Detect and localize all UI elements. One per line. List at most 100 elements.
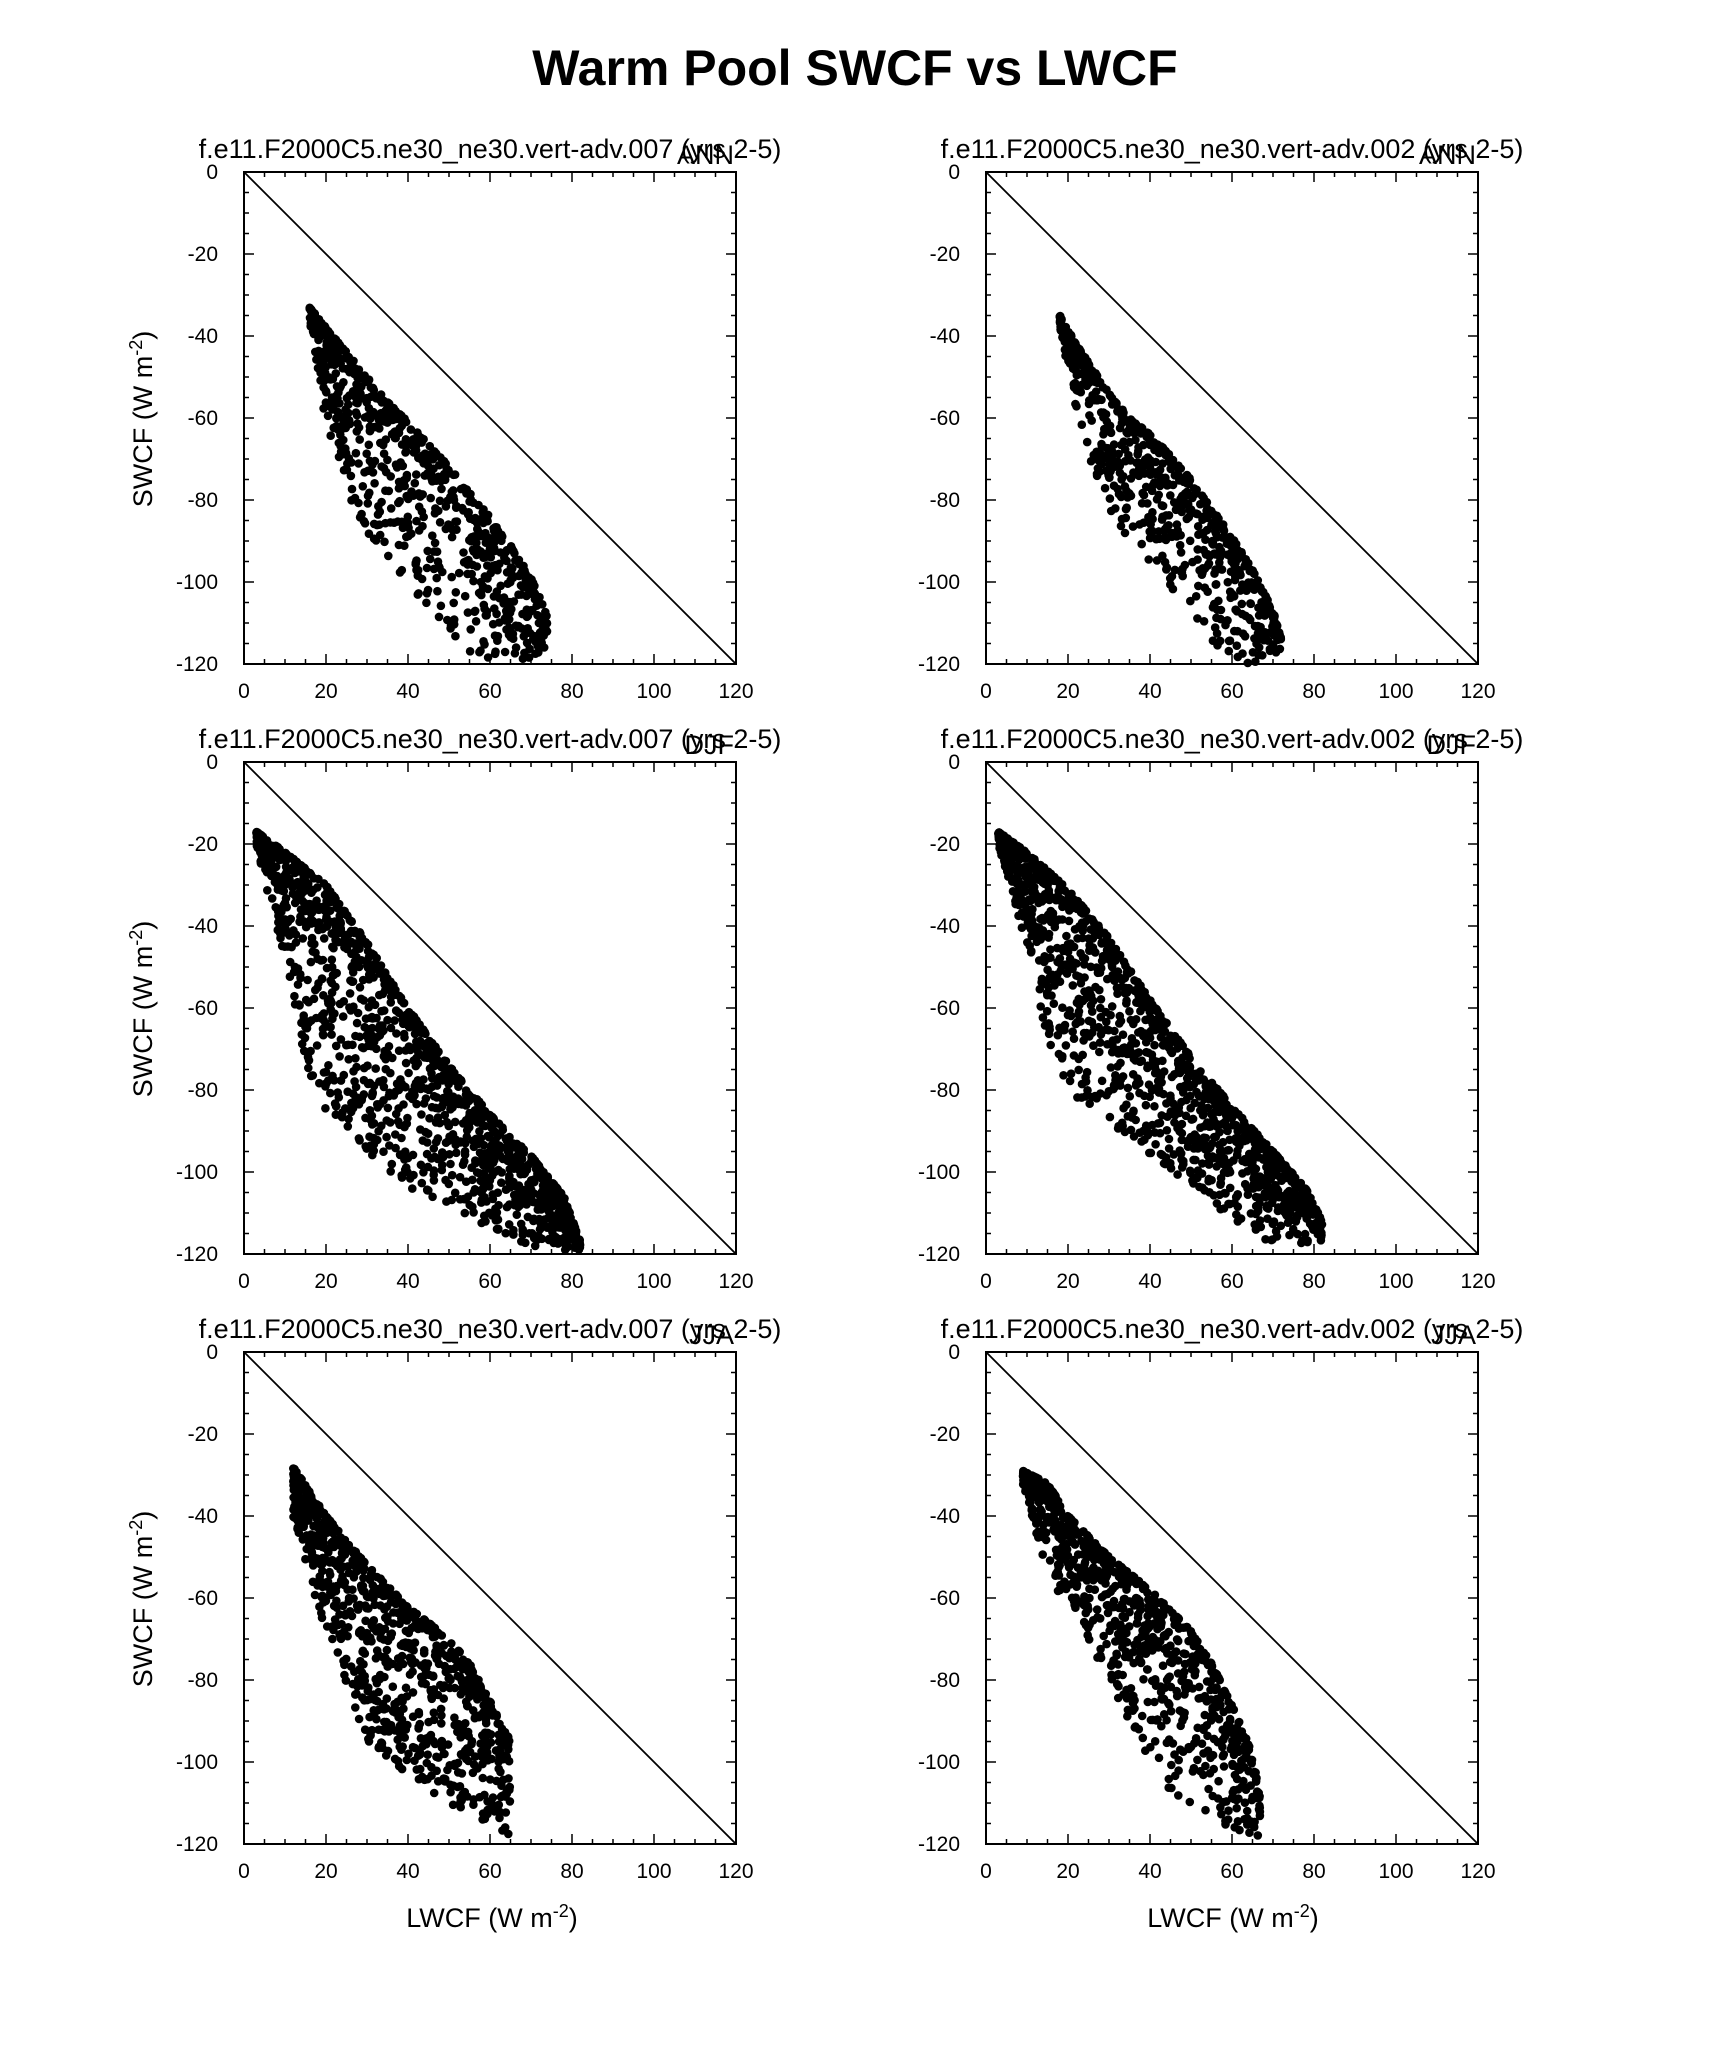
data-point [345,391,354,400]
y-tick-label: -60 [930,407,960,430]
data-point [479,1211,489,1221]
data-point [411,1042,421,1051]
data-point [355,1136,364,1145]
data-point [288,854,298,864]
data-point [1145,1005,1155,1014]
data-point [1145,455,1155,465]
x-tick-label: 40 [1138,1270,1161,1293]
data-point [383,1103,393,1113]
data-point [392,1079,402,1088]
data-point [317,1011,327,1020]
data-point [1116,521,1126,531]
data-point [1074,1065,1083,1075]
data-point [519,1148,528,1158]
data-point [1232,641,1242,650]
data-point [326,1088,335,1098]
data-point [387,1159,397,1169]
data-point [1193,1166,1203,1175]
data-point [435,563,444,573]
data-point [1064,341,1073,351]
data-point [1082,437,1092,447]
data-point [419,1168,428,1177]
data-point [1053,957,1062,967]
data-point [416,1160,426,1170]
data-point [283,917,293,927]
y-tick-label: -80 [930,1079,960,1102]
data-point [1122,996,1131,1005]
y-tick-label: -80 [188,489,218,512]
data-point [1171,528,1181,537]
data-point [391,406,400,416]
data-point [365,1132,374,1141]
data-point [412,516,421,526]
data-point [1081,1073,1090,1082]
data-point [550,1183,559,1193]
data-point [1253,576,1263,585]
data-point [1042,1006,1052,1016]
data-point [437,484,446,494]
data-point [446,1067,455,1076]
x-tick-label: 20 [314,1270,337,1293]
data-point [1144,555,1153,564]
y-tick-label: 0 [206,161,218,184]
x-tick-label: 80 [1302,680,1325,703]
data-point [480,640,489,649]
data-point [471,1134,481,1144]
data-point [336,343,346,353]
data-point [454,568,464,578]
data-point [426,493,436,503]
data-point [1148,514,1157,524]
data-point [1212,1199,1222,1208]
data-point [313,983,322,992]
data-point [501,606,511,616]
data-point [428,1192,437,1202]
data-point [1136,1006,1145,1016]
data-point [386,977,395,986]
data-point [279,900,289,910]
data-point [423,1053,432,1063]
y-tick-label: -40 [188,325,218,348]
data-point [1267,1198,1277,1208]
data-point [1140,1091,1149,1101]
data-point [385,1141,394,1150]
data-point [465,1108,475,1118]
data-point [351,1031,360,1041]
data-point [1243,559,1252,568]
data-point [528,1197,538,1207]
data-point [338,1108,347,1117]
data-point [1226,567,1236,576]
data-point [1096,1012,1106,1022]
data-point [1205,1143,1214,1153]
data-point [1093,448,1103,458]
data-point [470,1185,480,1194]
data-point [1150,1102,1159,1111]
data-point [1157,442,1166,451]
data-point [461,1138,470,1148]
data-point [518,1230,528,1240]
data-point [423,585,433,595]
data-point [1054,892,1063,902]
data-point [375,1021,385,1030]
data-point [1228,543,1237,552]
x-tick-label: 80 [1302,1270,1325,1293]
data-point [344,400,353,409]
data-point [1313,1229,1323,1239]
data-point [1215,564,1224,574]
data-point [404,1068,413,1078]
data-point [1204,1174,1214,1184]
data-point [319,934,329,943]
data-point [342,409,352,419]
data-point [1237,1113,1247,1123]
data-point [1097,459,1107,469]
data-point [1148,526,1157,536]
data-point [285,972,295,981]
y-tick-label: -100 [176,1161,218,1184]
data-point [444,1136,453,1146]
data-point [461,1177,471,1186]
data-point [397,1173,407,1182]
data-point [390,1016,399,1025]
data-point [322,963,332,973]
data-point [493,1215,503,1224]
data-point [473,524,482,534]
data-point [367,1031,377,1040]
